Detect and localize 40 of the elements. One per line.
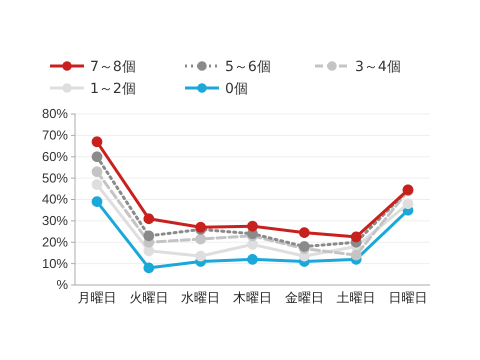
x-tick-label: 水曜日: [181, 290, 220, 306]
point: [247, 254, 258, 265]
legend-label: 0個: [225, 81, 248, 97]
point: [402, 198, 414, 210]
x-tick-label: 月曜日: [78, 290, 116, 306]
y-tick-label: 60%: [42, 148, 68, 164]
x-tick-label: 日曜日: [388, 290, 428, 306]
y-tick-label: 10%: [42, 256, 68, 271]
point: [247, 239, 258, 250]
point: [92, 196, 102, 207]
point: [92, 179, 102, 190]
point: [92, 136, 102, 148]
x-tick-label: 土曜日: [336, 290, 376, 306]
legend-label: 5～6個: [225, 59, 271, 75]
y-tick-label: %: [56, 277, 68, 292]
point: [247, 220, 258, 232]
legend-label: 1～2個: [90, 81, 136, 97]
y-tick-label: 50%: [42, 170, 68, 186]
point: [298, 227, 310, 238]
point: [195, 234, 206, 244]
y-tick-label: 20%: [42, 234, 68, 250]
x-tick-label: 金曜日: [284, 290, 324, 306]
point: [195, 222, 206, 233]
point: [195, 250, 206, 262]
y-tick-label: 30%: [42, 213, 68, 228]
point: [143, 230, 154, 242]
point: [92, 166, 102, 178]
x-tick-label: 木曜日: [233, 290, 272, 306]
y-tick-label: 70%: [42, 128, 68, 143]
point: [143, 245, 154, 256]
legend-label: 3～4個: [355, 59, 401, 75]
point: [350, 232, 362, 242]
legend-label: 7～8個: [90, 59, 136, 75]
point: [143, 213, 154, 224]
y-tick-label: 80%: [42, 106, 68, 122]
point: [350, 250, 362, 260]
point: [92, 151, 102, 162]
x-tick-label: 火曜日: [129, 290, 168, 306]
point: [143, 262, 154, 274]
y-tick-label: 40%: [42, 192, 68, 207]
